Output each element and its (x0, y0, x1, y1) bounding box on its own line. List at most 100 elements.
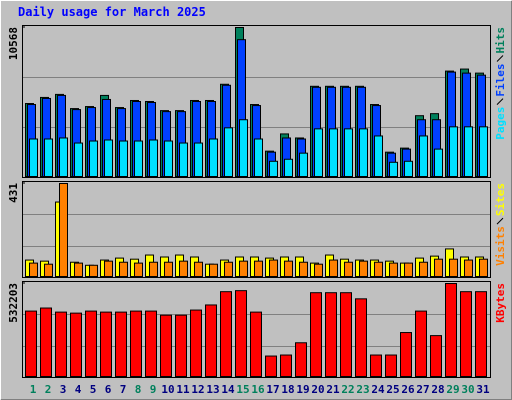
bar (115, 311, 127, 377)
bar (310, 292, 322, 377)
y-tick-label: 10568 (7, 27, 20, 60)
x-tick-label: 7 (120, 383, 127, 396)
bar (194, 142, 203, 178)
x-tick-label: 1 (30, 383, 37, 396)
x-tick-label: 19 (296, 383, 309, 396)
bar (419, 135, 428, 178)
x-tick-label: 8 (135, 383, 142, 396)
x-tick-label: 3 (60, 383, 67, 396)
bar (250, 311, 262, 377)
x-tick-label: 16 (251, 383, 265, 396)
x-tick-label: 25 (386, 383, 399, 396)
bar (164, 140, 173, 178)
bar (479, 126, 488, 178)
x-tick-label: 23 (356, 383, 369, 396)
bar (74, 262, 83, 277)
bar (374, 135, 383, 178)
x-tick-label: 21 (326, 383, 340, 396)
bar (205, 304, 217, 377)
bar (280, 354, 292, 378)
bar (89, 140, 98, 178)
bar (430, 335, 442, 378)
bar (344, 261, 353, 278)
bar (385, 354, 397, 378)
legend-separator (496, 217, 504, 225)
bar (104, 139, 113, 177)
legend-entry: Visits (494, 226, 507, 266)
bar (449, 258, 458, 277)
bar (464, 259, 473, 278)
bar (164, 261, 173, 278)
bar (209, 263, 218, 277)
bar (269, 259, 278, 278)
bar (145, 310, 157, 377)
bar (265, 355, 277, 377)
x-tick-label: 17 (266, 383, 279, 396)
bar (355, 298, 367, 378)
bar (55, 311, 67, 377)
bar (269, 160, 278, 178)
bar (179, 260, 188, 278)
bar (190, 309, 202, 377)
x-tick-label: 24 (371, 383, 385, 396)
bar (119, 261, 128, 278)
x-tick-label: 13 (206, 383, 219, 396)
bar (344, 128, 353, 178)
bar (299, 261, 308, 278)
bar (70, 312, 82, 378)
bar (149, 261, 158, 278)
x-tick-label: 14 (221, 383, 235, 396)
legend-entry: Sites (494, 183, 507, 216)
bar (479, 258, 488, 277)
bar (284, 158, 293, 177)
x-tick-label: 12 (191, 383, 204, 396)
bar (359, 128, 368, 178)
bar (89, 264, 98, 277)
bar (29, 138, 38, 177)
bar (104, 260, 113, 278)
bar (160, 314, 172, 378)
x-tick-label: 18 (281, 383, 294, 396)
x-tick-label: 10 (161, 383, 174, 396)
bar (460, 291, 472, 377)
bar (239, 260, 248, 278)
bar (134, 140, 143, 178)
bar (314, 128, 323, 178)
bar (404, 262, 413, 277)
x-tick-label: 31 (476, 383, 490, 396)
bar (224, 261, 233, 278)
bar (314, 263, 323, 277)
legend-entry: Files (494, 64, 507, 97)
chart-title: Daily usage for March 2025 (18, 5, 206, 19)
x-tick-label: 22 (341, 383, 354, 396)
bar (239, 119, 248, 177)
legend-entry: Hits (494, 27, 507, 54)
bar (329, 259, 338, 278)
x-tick-label: 4 (75, 383, 82, 396)
bar (415, 310, 427, 377)
x-tick-label: 26 (401, 383, 415, 396)
bar (340, 292, 352, 377)
bar (284, 260, 293, 278)
bar (44, 263, 53, 277)
x-tick-label: 28 (431, 383, 444, 396)
bar (235, 290, 247, 378)
y-tick-label: 431 (7, 183, 20, 203)
bar (179, 142, 188, 178)
bar (134, 262, 143, 277)
bar (149, 139, 158, 177)
bar (434, 148, 443, 177)
bar (299, 152, 308, 178)
bar (25, 310, 37, 377)
bar (464, 126, 473, 178)
x-tick-label: 20 (311, 383, 324, 396)
bar (59, 137, 68, 178)
bar (220, 291, 232, 377)
bar (224, 127, 233, 178)
bar (434, 258, 443, 277)
x-tick-label: 6 (105, 383, 112, 396)
legend-entry: KBytes (494, 283, 507, 323)
bar (74, 142, 83, 178)
